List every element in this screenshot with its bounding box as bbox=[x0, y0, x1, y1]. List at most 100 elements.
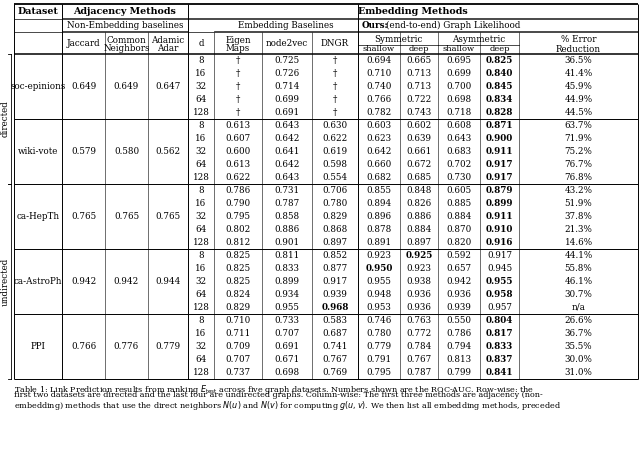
Text: 0.936: 0.936 bbox=[406, 303, 431, 312]
Text: 43.2%: 43.2% bbox=[564, 186, 593, 195]
Text: Common: Common bbox=[107, 36, 147, 45]
Text: 0.953: 0.953 bbox=[367, 303, 392, 312]
Text: 0.852: 0.852 bbox=[323, 251, 348, 260]
Text: 0.955: 0.955 bbox=[367, 277, 392, 286]
Text: 8: 8 bbox=[198, 121, 204, 130]
Text: 0.828: 0.828 bbox=[486, 108, 513, 117]
Text: 45.9%: 45.9% bbox=[564, 82, 593, 91]
Text: 64: 64 bbox=[195, 95, 207, 104]
Text: 0.820: 0.820 bbox=[446, 238, 472, 247]
Text: 0.786: 0.786 bbox=[446, 329, 472, 338]
Text: 0.897: 0.897 bbox=[323, 238, 348, 247]
Text: 0.779: 0.779 bbox=[367, 342, 392, 351]
Text: 0.829: 0.829 bbox=[323, 212, 348, 221]
Text: 0.812: 0.812 bbox=[225, 238, 251, 247]
Text: 0.766: 0.766 bbox=[366, 95, 392, 104]
Text: 0.780: 0.780 bbox=[366, 329, 392, 338]
Text: 0.711: 0.711 bbox=[225, 329, 251, 338]
Text: 8: 8 bbox=[198, 251, 204, 260]
Text: 0.790: 0.790 bbox=[225, 199, 251, 208]
Text: 0.916: 0.916 bbox=[486, 238, 513, 247]
Text: 0.802: 0.802 bbox=[225, 225, 251, 234]
Text: 0.707: 0.707 bbox=[225, 355, 251, 364]
Text: undirected: undirected bbox=[1, 257, 10, 306]
Text: 0.619: 0.619 bbox=[323, 147, 348, 156]
Text: deep: deep bbox=[489, 45, 509, 53]
Text: soc-epinions: soc-epinions bbox=[10, 82, 66, 91]
Text: 0.580: 0.580 bbox=[114, 147, 139, 156]
Text: 0.891: 0.891 bbox=[367, 238, 392, 247]
Text: 0.710: 0.710 bbox=[366, 69, 392, 78]
Text: 0.958: 0.958 bbox=[486, 290, 513, 299]
Text: 44.9%: 44.9% bbox=[564, 95, 593, 104]
Text: shallow: shallow bbox=[363, 45, 395, 53]
Text: Reduction: Reduction bbox=[556, 45, 601, 54]
Text: 0.942: 0.942 bbox=[446, 277, 472, 286]
Text: †: † bbox=[236, 95, 240, 104]
Text: 0.642: 0.642 bbox=[275, 160, 300, 169]
Text: 0.871: 0.871 bbox=[486, 121, 513, 130]
Text: 0.554: 0.554 bbox=[323, 173, 348, 182]
Text: 0.955: 0.955 bbox=[275, 303, 300, 312]
Text: 0.825: 0.825 bbox=[225, 264, 251, 273]
Text: 64: 64 bbox=[195, 290, 207, 299]
Text: 75.2%: 75.2% bbox=[564, 147, 593, 156]
Text: 0.957: 0.957 bbox=[487, 303, 512, 312]
Text: 0.741: 0.741 bbox=[323, 342, 348, 351]
Text: 0.780: 0.780 bbox=[323, 199, 348, 208]
Text: 0.767: 0.767 bbox=[406, 355, 431, 364]
Text: 64: 64 bbox=[195, 160, 207, 169]
Text: 0.726: 0.726 bbox=[275, 69, 300, 78]
Text: 64: 64 bbox=[195, 355, 207, 364]
Text: 0.702: 0.702 bbox=[446, 160, 472, 169]
Text: 31.0%: 31.0% bbox=[564, 368, 593, 377]
Text: 0.649: 0.649 bbox=[114, 82, 139, 91]
Text: 0.837: 0.837 bbox=[486, 355, 513, 364]
Text: 0.685: 0.685 bbox=[406, 173, 431, 182]
Text: 0.733: 0.733 bbox=[275, 316, 300, 325]
Text: 51.9%: 51.9% bbox=[564, 199, 593, 208]
Text: 128: 128 bbox=[193, 238, 209, 247]
Text: 0.672: 0.672 bbox=[406, 160, 431, 169]
Text: 55.8%: 55.8% bbox=[564, 264, 593, 273]
Text: embedding) methods that use the direct neighbors $N(u)$ and $N(v)$ for computing: embedding) methods that use the direct n… bbox=[14, 399, 561, 412]
Text: shallow: shallow bbox=[443, 45, 475, 53]
Text: 0.623: 0.623 bbox=[367, 134, 392, 143]
Text: 0.694: 0.694 bbox=[366, 56, 392, 65]
Text: 0.765: 0.765 bbox=[114, 212, 139, 221]
Text: 0.642: 0.642 bbox=[366, 147, 392, 156]
Text: ca-AstroPh: ca-AstroPh bbox=[13, 277, 62, 286]
Text: 8: 8 bbox=[198, 316, 204, 325]
Text: 64: 64 bbox=[195, 225, 207, 234]
Text: 0.767: 0.767 bbox=[323, 355, 348, 364]
Text: Table 1: Link Prediction results from ranking $E_{\mathrm{test}}$ across five gr: Table 1: Link Prediction results from ra… bbox=[14, 383, 534, 396]
Text: 0.731: 0.731 bbox=[275, 186, 300, 195]
Text: 0.923: 0.923 bbox=[406, 264, 431, 273]
Text: 0.713: 0.713 bbox=[406, 69, 431, 78]
Text: 0.829: 0.829 bbox=[225, 303, 251, 312]
Text: 0.706: 0.706 bbox=[323, 186, 348, 195]
Text: 0.784: 0.784 bbox=[406, 342, 432, 351]
Text: 0.665: 0.665 bbox=[406, 56, 431, 65]
Text: 0.868: 0.868 bbox=[323, 225, 348, 234]
Text: 0.942: 0.942 bbox=[71, 277, 96, 286]
Text: 0.911: 0.911 bbox=[486, 147, 513, 156]
Text: 35.5%: 35.5% bbox=[564, 342, 592, 351]
Text: 0.833: 0.833 bbox=[486, 342, 513, 351]
Text: 0.901: 0.901 bbox=[275, 238, 300, 247]
Text: 14.6%: 14.6% bbox=[564, 238, 593, 247]
Text: 0.799: 0.799 bbox=[447, 368, 472, 377]
Text: 0.825: 0.825 bbox=[225, 277, 251, 286]
Text: 0.579: 0.579 bbox=[71, 147, 96, 156]
Text: 128: 128 bbox=[193, 108, 209, 117]
Text: †: † bbox=[333, 108, 337, 117]
Text: 26.6%: 26.6% bbox=[564, 316, 593, 325]
Text: Embedding Methods: Embedding Methods bbox=[358, 7, 468, 16]
Text: PPI: PPI bbox=[31, 342, 45, 351]
Text: 0.725: 0.725 bbox=[275, 56, 300, 65]
Text: 8: 8 bbox=[198, 186, 204, 195]
Text: 0.730: 0.730 bbox=[447, 173, 472, 182]
Text: 37.8%: 37.8% bbox=[564, 212, 593, 221]
Text: 0.845: 0.845 bbox=[486, 82, 513, 91]
Text: 0.592: 0.592 bbox=[447, 251, 472, 260]
